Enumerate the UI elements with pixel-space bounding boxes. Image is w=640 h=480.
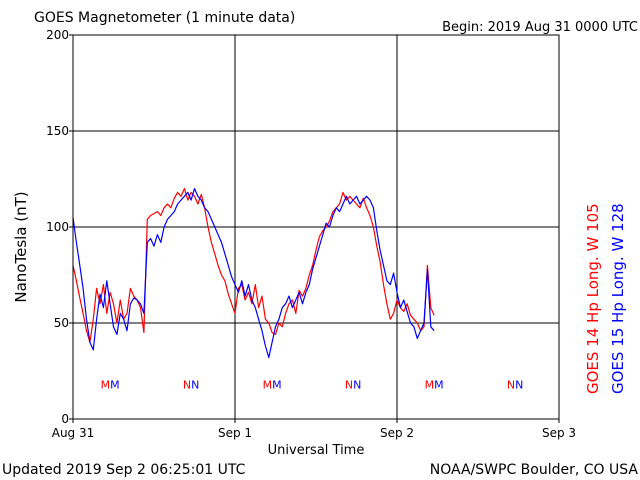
series-layer (72, 188, 435, 359)
x-axis-ticks: Aug 31 Sep 1 Sep 2 Sep 3 (52, 419, 576, 440)
grid-lines (73, 35, 559, 419)
series-line-goes15 (72, 188, 435, 359)
day-marker: NN (345, 378, 361, 391)
series-label-goes14: GOES 14 Hp Long. W 105 (584, 203, 602, 394)
begin-label: Begin: 2019 Aug 31 0000 UTC (442, 20, 638, 35)
y-axis-label: NanoTesla (nT) (12, 191, 30, 302)
y-tick-label: 200 (46, 28, 69, 42)
chart-title: GOES Magnetometer (1 minute data) (34, 10, 295, 26)
day-marker: MM (263, 378, 282, 391)
series-label-goes15: GOES 15 Hp Long. W 128 (609, 203, 627, 394)
day-marker: NN (183, 378, 199, 391)
y-tick-label: 150 (46, 124, 69, 138)
day-markers: MM NN MM NN MM NN (101, 378, 524, 391)
y-axis-ticks: 0 50 100 150 200 (46, 28, 73, 426)
x-tick-label: Sep 2 (380, 426, 414, 440)
y-tick-label: 100 (46, 220, 69, 234)
day-marker: NN (507, 378, 523, 391)
x-tick-label: Aug 31 (52, 426, 95, 440)
day-marker: MM (101, 378, 120, 391)
x-tick-label: Sep 3 (542, 426, 576, 440)
y-tick-label: 50 (54, 316, 69, 330)
updated-timestamp: Updated 2019 Sep 2 06:25:01 UTC (2, 462, 246, 478)
y-tick-label: 0 (61, 412, 69, 426)
series-line-goes14 (72, 188, 435, 343)
day-marker: MM (425, 378, 444, 391)
credit-text: NOAA/SWPC Boulder, CO USA (430, 462, 639, 478)
x-tick-label: Sep 1 (218, 426, 252, 440)
x-axis-label: Universal Time (268, 443, 365, 458)
